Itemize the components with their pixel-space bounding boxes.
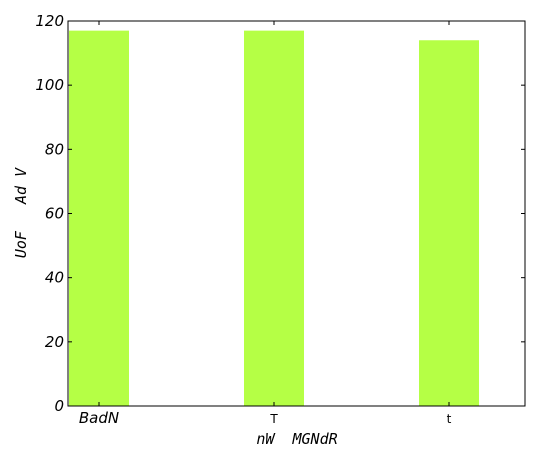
bars-group [69,31,479,406]
bar-1 [69,31,129,406]
y-tick-label-40: 40 [45,269,64,287]
y-tick-label-60: 60 [45,205,64,223]
y-axis-label: UoF Ad V [12,167,30,258]
bar-3 [419,40,479,406]
x-tick-label-3: t [447,412,452,426]
bar-2 [244,31,304,406]
y-tick-label-0: 0 [54,397,64,415]
x-axis-label: nW MGNdR [256,430,337,448]
y-tick-label-20: 20 [45,333,64,351]
y-tick-label-120: 120 [35,12,64,30]
x-tick-label-2: T [269,412,278,426]
y-tick-label-80: 80 [45,140,64,158]
x-tick-label-1: BadN [79,409,119,427]
y-tick-label-100: 100 [35,76,64,94]
